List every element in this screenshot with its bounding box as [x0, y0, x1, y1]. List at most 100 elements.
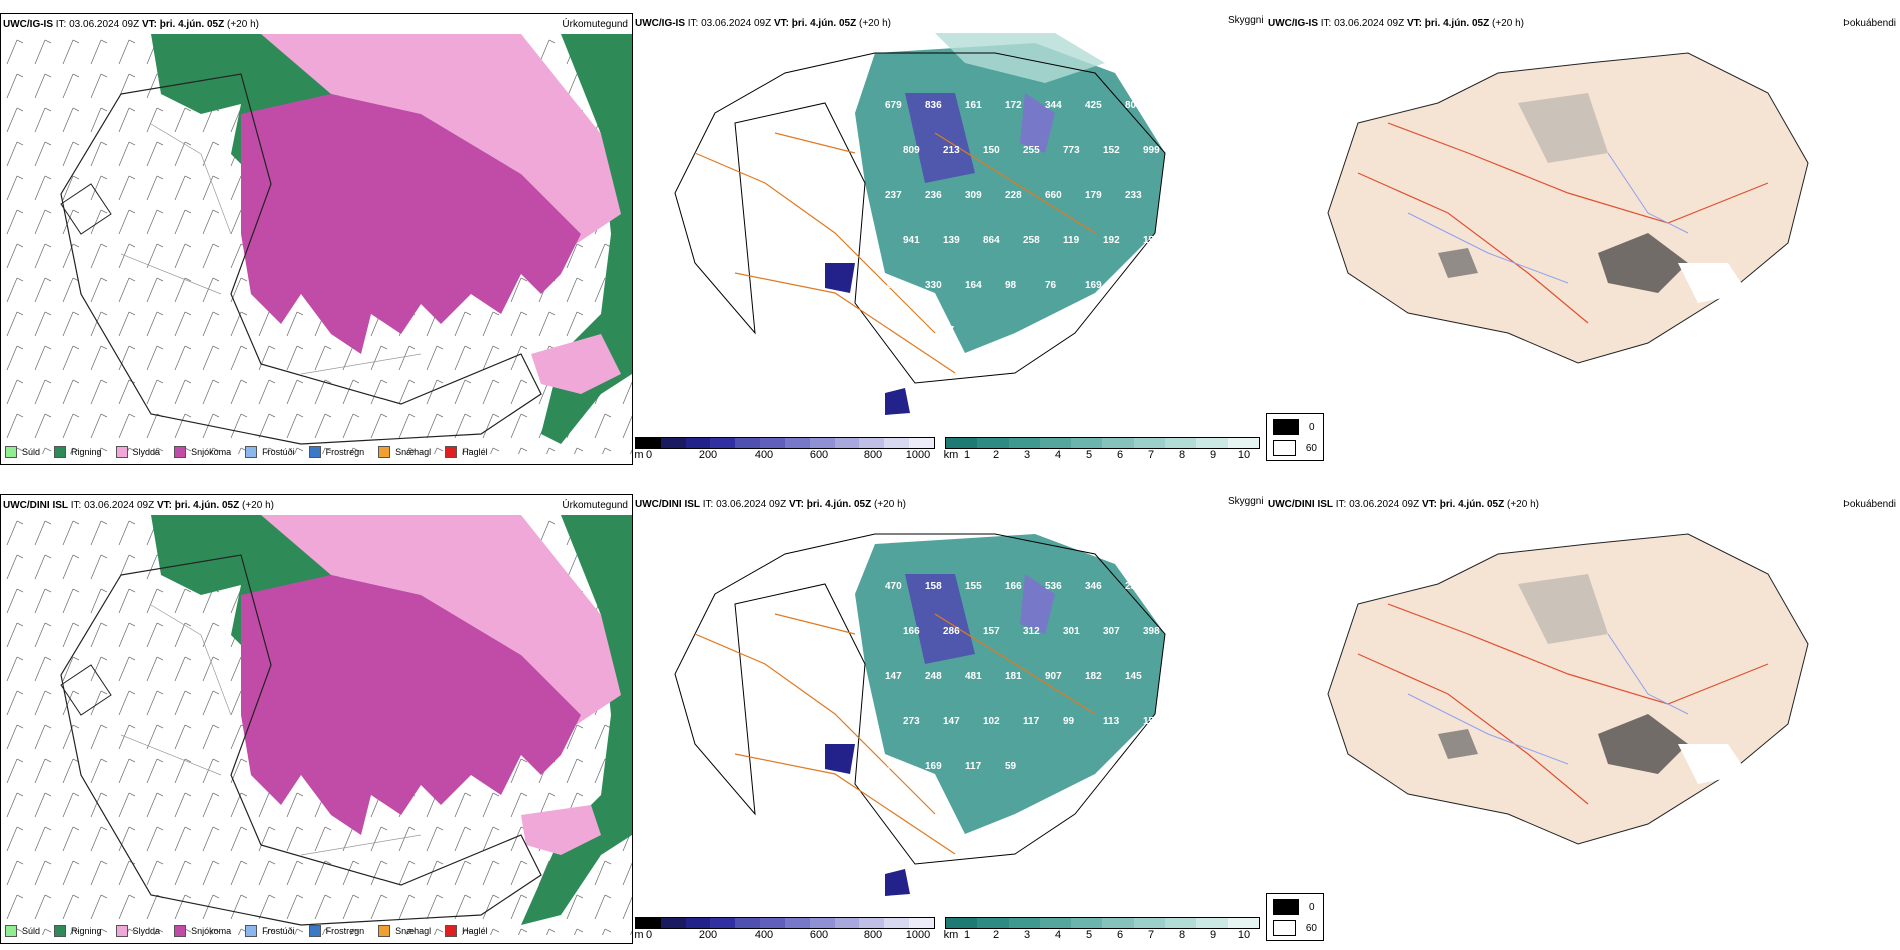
height-tick: 800	[863, 449, 883, 461]
cloud-height-label: 147	[943, 716, 960, 727]
legend-item: Haglél	[445, 446, 488, 458]
cloud-height-label: 172	[1005, 100, 1022, 111]
cloud-height-label: 255	[1023, 145, 1040, 156]
legend-item: Frostúði	[245, 446, 295, 458]
legend-item: Súld	[5, 925, 40, 937]
km-tick: 6	[1116, 929, 1124, 941]
cloud-height-label: 147	[885, 671, 902, 682]
cloud-height-label: 470	[885, 581, 902, 592]
cloud-height-label: 809	[903, 145, 920, 156]
cloud-height-label: 155	[965, 581, 982, 592]
cloud-height-label: 907	[1045, 671, 1062, 682]
cloud-height-label: 398	[1143, 626, 1160, 637]
cloud-height-label: 153	[1143, 716, 1160, 727]
legend-swatch	[115, 925, 128, 937]
cloud-height-label: 425	[1085, 100, 1102, 111]
legend-swatch	[115, 446, 128, 458]
km-bar-top: km 1 2 3 4 5 6 7 8 9 10	[944, 437, 1260, 461]
cloud-height-label: 237	[885, 190, 902, 201]
precip-legend: Súld Rigning Slydda Snjókoma Frostúði Fr…	[5, 925, 488, 937]
legend-item: Haglél	[445, 925, 488, 937]
cloud-height-label: 117	[965, 761, 982, 772]
height-tick: 200	[698, 929, 718, 941]
legend-swatch	[445, 446, 458, 458]
cloud-height-label: 258	[1023, 235, 1040, 246]
fog-legend-bottom: 0 60	[1266, 893, 1324, 941]
terrain-height-cells	[635, 917, 935, 929]
legend-item: Slydda	[115, 925, 160, 937]
legend-swatch	[54, 925, 67, 937]
km-bar-bottom: km 1 2 3 4 5 6 7 8 9 10	[943, 917, 1260, 941]
run-header: UWC/DINI ISL IT: 03.06.2024 09Z VT: þri.…	[635, 499, 906, 510]
cloud-height-label: 536	[1045, 581, 1062, 592]
cloud-label-layer-top: 679 836 161 172 344 425 807 809 213 150 255 773 152 9…	[885, 100, 1160, 336]
km-tick: 9	[1209, 929, 1217, 941]
cloud-height-label: 346	[1085, 581, 1102, 592]
km-tick: 2	[992, 449, 1000, 461]
cloud-height-label: 330	[925, 280, 942, 291]
cloud-height-label: 273	[903, 716, 920, 727]
cloud-height-label: 166	[1005, 581, 1022, 592]
height-tick: 400	[754, 929, 774, 941]
cloud-height-label: 864	[983, 235, 1000, 246]
km-tick: 7	[1147, 449, 1155, 461]
cloud-height-label: 342	[885, 761, 902, 772]
cloud-height-label: 679	[885, 100, 902, 111]
cloud-height-label: 157	[983, 626, 1000, 637]
panel-title: Þokuábendi	[1843, 18, 1896, 29]
km-tick: 5	[1085, 929, 1093, 941]
legend-swatch	[245, 446, 258, 458]
height-tick: 800	[863, 929, 883, 941]
cloud-height-label: 152	[1103, 145, 1120, 156]
cloud-height-label: 76	[1045, 280, 1057, 291]
cloud-height-label: 999	[1143, 145, 1160, 156]
cloud-height-label: 941	[903, 235, 920, 246]
fog-legend-row: 0	[1273, 899, 1317, 915]
cloud-height-label: 159	[885, 280, 902, 291]
cloud-height-label: 158	[925, 581, 942, 592]
km-unit-label: km	[943, 929, 959, 941]
fog-swatch-black	[1273, 899, 1299, 915]
legend-item: Slydda	[115, 446, 160, 458]
km-tick: 2	[992, 929, 1000, 941]
cloud-height-label: 164	[965, 280, 982, 291]
cloud-height-label: 59	[1005, 761, 1017, 772]
fog-legend-row: 60	[1273, 440, 1317, 456]
cloud-map	[674, 533, 1166, 896]
cloud-height-label: 145	[1125, 671, 1142, 682]
panel-title: Skyggni	[1228, 496, 1264, 507]
cloud-height-label: 312	[1023, 626, 1040, 637]
cloud-height-label: 213	[943, 145, 960, 156]
cloud-height-label: 836	[925, 100, 942, 111]
panel-title: Skyggni	[1228, 15, 1264, 26]
cloud-height-label: 307	[1103, 626, 1120, 637]
panel-title: Þokuábendi	[1843, 499, 1896, 510]
legend-swatch	[54, 446, 67, 458]
fog-panel-bottom: UWC/DINI ISL IT: 03.06.2024 09Z VT: þri.…	[1268, 494, 1900, 944]
km-cells	[945, 437, 1260, 449]
cloud-height-label: 481	[965, 671, 982, 682]
run-header: UWC/IG-IS IT: 03.06.2024 09Z VT: þri. 4.…	[635, 18, 891, 29]
km-tick: 4	[1054, 929, 1062, 941]
cloud-height-label: 236	[925, 190, 942, 201]
cloud-height-label: 154	[1143, 235, 1160, 246]
cloud-map	[674, 33, 1166, 415]
legend-item: Snjókoma	[174, 446, 231, 458]
fog-map	[1327, 533, 1809, 845]
precip-map	[1, 515, 632, 935]
legend-swatch	[445, 925, 458, 937]
cloud-height-label: 150	[983, 145, 1000, 156]
cloud-height-label: 113	[1103, 716, 1120, 727]
cloud-height-label: 181	[1005, 671, 1022, 682]
km-tick: 3	[1023, 929, 1031, 941]
cloud-height-label: 233	[1125, 190, 1142, 201]
legend-item: Súld	[5, 446, 40, 458]
legend-swatch	[5, 446, 17, 458]
cloud-panel-bottom: UWC/DINI ISL IT: 03.06.2024 09Z VT: þri.…	[635, 494, 1267, 944]
km-tick: 1	[963, 929, 971, 941]
fog-swatch-white	[1273, 920, 1296, 936]
km-tick: 3	[1023, 449, 1031, 461]
km-tick: 10	[1237, 929, 1251, 941]
height-tick: 600	[809, 449, 829, 461]
cloud-height-label: 119	[1063, 235, 1080, 246]
